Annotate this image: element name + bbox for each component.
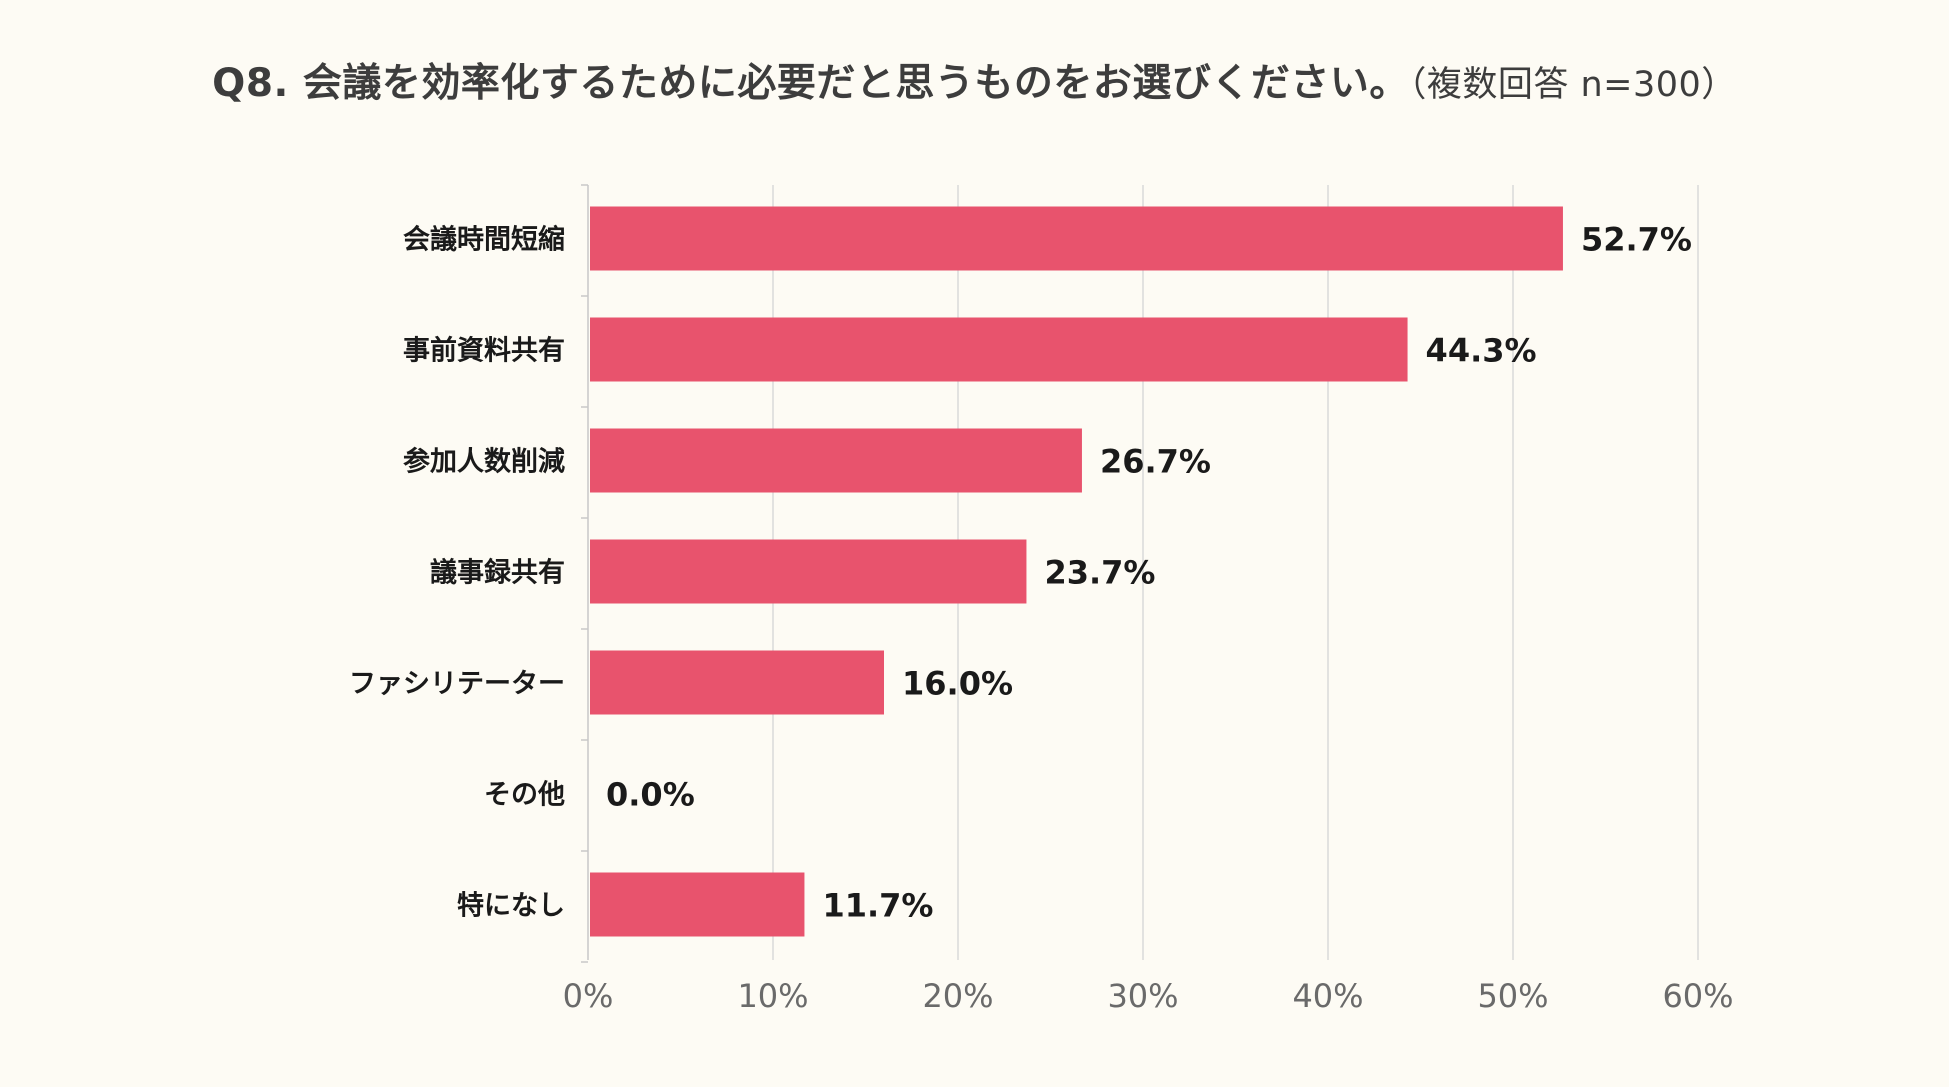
x-tick-label: 60% (1662, 977, 1733, 1015)
bar (590, 317, 1408, 382)
chart-title-main: Q8. 会議を効率化するために必要だと思うものをお選びください。 (212, 61, 1409, 106)
bar (590, 428, 1082, 493)
x-tick-label: 20% (922, 977, 993, 1015)
data-label: 44.3% (1426, 332, 1537, 370)
data-label: 26.7% (1100, 443, 1211, 481)
chart-title: Q8. 会議を効率化するために必要だと思うものをお選びください。（複数回答 n=… (0, 52, 1949, 108)
data-label: 0.0% (606, 776, 695, 814)
x-tick-label: 40% (1292, 977, 1363, 1015)
bars (590, 206, 1563, 937)
category-label: その他 (484, 780, 565, 811)
bar (590, 206, 1563, 271)
bar (590, 539, 1027, 604)
data-label: 16.0% (902, 665, 1013, 703)
labels: 0% 10% 20% 30% 40% 50% 60% 会議時間短縮 52.7% 事前資料共有 44.… (349, 221, 1734, 1016)
data-label: 23.7% (1044, 554, 1155, 592)
data-label: 52.7% (1581, 221, 1692, 259)
x-tick-label: 50% (1477, 977, 1548, 1015)
data-label: 11.7% (822, 887, 933, 925)
category-label: ファシリテーター (349, 669, 565, 700)
bar (590, 650, 884, 715)
x-tick-label: 10% (737, 977, 808, 1015)
category-label: 会議時間短縮 (403, 224, 565, 256)
x-tick-label: 0% (563, 977, 614, 1015)
category-label: 議事録共有 (430, 557, 565, 589)
category-label: 事前資料共有 (403, 335, 565, 367)
bar (590, 872, 805, 937)
category-label: 参加人数削減 (403, 446, 565, 478)
category-label: 特になし (457, 891, 565, 922)
chart-subtitle: （複数回答 n=300） (1408, 65, 1737, 105)
x-tick-label: 30% (1107, 977, 1178, 1015)
